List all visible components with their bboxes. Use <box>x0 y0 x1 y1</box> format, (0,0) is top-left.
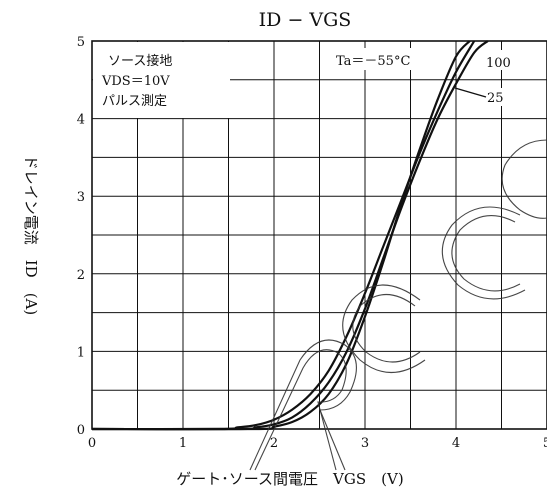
series-label-100: 100 <box>486 56 511 71</box>
chart-title: ID − VGS <box>259 9 352 31</box>
y-tick-label: 4 <box>77 113 85 128</box>
plot-frame <box>91 40 547 430</box>
watermark-letter-c-inner <box>451 215 521 292</box>
y-tick-labels: 0 1 2 3 4 5 <box>77 35 85 438</box>
watermark <box>249 139 547 471</box>
series-label-minus55: Ta＝－55°C <box>336 54 410 69</box>
y-tick-label: 1 <box>77 345 85 360</box>
series-curve-1 <box>91 40 489 431</box>
conditions-note: ソース接地 VDS＝10V パルス測定 <box>93 42 230 118</box>
curves <box>91 40 489 431</box>
y-axis-label-group: ドレイン電流 ID (A) <box>22 155 40 316</box>
temp-label-bg-2 <box>483 50 518 70</box>
watermark-letter-o <box>501 139 547 219</box>
series-curve-2 <box>91 40 471 431</box>
condition-line-1: ソース接地 <box>108 53 172 69</box>
watermark-letter-e-inner <box>352 294 421 363</box>
y-tick-label: 3 <box>77 190 85 205</box>
watermark-letter-e <box>342 284 426 373</box>
series-25-leader <box>454 87 487 98</box>
watermark-letter-r-inner <box>254 349 347 471</box>
x-tick-labels: 0 1 2 3 4 5 <box>88 436 547 451</box>
condition-line-3: パルス測定 <box>102 94 167 109</box>
x-tick-label: 4 <box>452 436 460 451</box>
condition-line-2: VDS＝10V <box>101 74 170 89</box>
svg-text:ID − VGS: ID − VGS <box>259 9 352 31</box>
watermark-letter-r <box>249 339 357 471</box>
y-axis-label: ドレイン電流 ID (A) <box>22 155 40 316</box>
series-label-25: 25 <box>487 91 504 106</box>
x-axis-label: ゲート･ソース間電圧 VGS (V) <box>176 470 403 488</box>
x-tick-label: 3 <box>361 436 369 451</box>
x-tick-label: 0 <box>88 436 96 451</box>
series-curve-0 <box>91 40 476 431</box>
y-tick-label: 2 <box>77 268 85 283</box>
temp-label-bg-3 <box>484 88 510 106</box>
watermark-letter-c <box>441 206 526 300</box>
x-tick-label: 1 <box>179 436 187 451</box>
y-tick-label: 5 <box>77 35 85 50</box>
y-tick-label: 0 <box>77 423 85 438</box>
temp-label-bg <box>333 48 445 70</box>
x-tick-label: 2 <box>270 436 278 451</box>
x-tick-label: 5 <box>543 436 547 451</box>
